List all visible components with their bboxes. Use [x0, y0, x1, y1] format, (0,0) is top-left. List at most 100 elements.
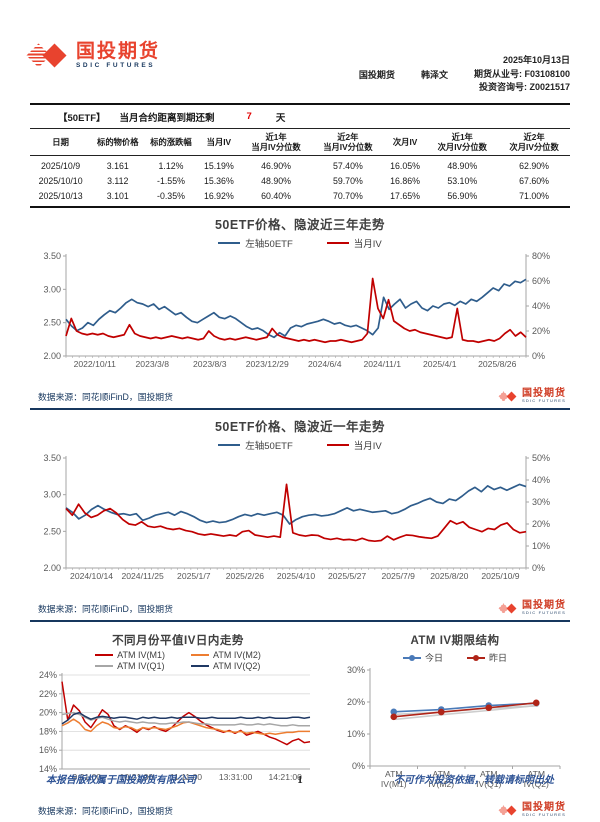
table-cell: -1.55%: [157, 175, 185, 186]
mini-brand-sub: SDIC FUTURES: [522, 398, 566, 404]
svg-text:16%: 16%: [39, 745, 57, 755]
svg-text:14:21:00: 14:21:00: [268, 772, 302, 782]
source-row-1: 数据来源：同花顺iFinD，国投期货 国投期货 SDIC FUTURES: [30, 387, 570, 408]
legend-label-iv-2: 当月IV: [353, 441, 382, 453]
table-cell: 62.90%: [519, 160, 549, 171]
table-header-cell: 标的物价格: [97, 136, 139, 147]
svg-text:0%: 0%: [532, 351, 545, 361]
license-number-2: 投资咨询号: Z0021517: [478, 82, 570, 92]
svg-text:2022/10/11: 2022/10/11: [74, 359, 117, 369]
three-year-chart-legend: 左轴50ETF 当月IV: [30, 236, 570, 250]
legend-label-etf: 左轴50ETF: [245, 239, 293, 251]
page-footer: 本报告版权属于国投期货有限公司 1 不可作为投资依据，转载请标明出处: [0, 771, 600, 786]
svg-text:2025/8/26: 2025/8/26: [478, 359, 516, 369]
svg-text:0%: 0%: [352, 761, 365, 771]
term-structure-chart-svg: 0% 10% 20% 30% ATM IV(M1) ATM IV(M2) ATM IV(Q1) AT…: [347, 665, 561, 789]
svg-text:24%: 24%: [39, 671, 57, 680]
svg-text:9:31:00: 9:31:00: [72, 772, 101, 782]
term-structure-legend: 今日 昨日: [340, 651, 570, 664]
svg-text:20%: 20%: [347, 697, 365, 707]
mini-diamond-solid-icon: [506, 603, 517, 614]
table-cell: 2025/10/10: [38, 175, 83, 186]
mini-brand-sub: SDIC FUTURES: [522, 610, 566, 616]
table-cell: 67.60%: [519, 175, 549, 186]
disclaimer-note: 不可作为投资依据，转载请标明出处: [394, 775, 554, 786]
legend-swatch-etf: [218, 242, 241, 245]
term-structure-chart-block: ATM IV期限结构 今日 昨日 0% 10% 20% 30% ATM IV(M1) ATM…: [340, 632, 570, 801]
table-header-cell: 近2年 次月IV分位数: [509, 131, 559, 152]
mini-brand-name: 国投期货: [522, 802, 566, 814]
svg-text:2024/6/4: 2024/6/4: [308, 359, 342, 369]
svg-text:20%: 20%: [39, 708, 57, 718]
symbol-label: 【50ETF】: [58, 112, 106, 124]
legend-swatch-q2: [191, 665, 209, 668]
svg-text:10:21:00: 10:21:00: [120, 772, 154, 782]
days-unit: 天: [275, 112, 286, 124]
mini-logo-3: 国投期货 SDIC FUTURES: [498, 802, 566, 817]
mini-diamond-solid-icon: [506, 805, 517, 816]
table-cell: 71.00%: [519, 190, 549, 201]
svg-text:2024/10/14: 2024/10/14: [70, 571, 113, 581]
table-cell: 70.70%: [332, 190, 363, 201]
svg-text:2025/4/1: 2025/4/1: [423, 359, 457, 369]
source-row-2: 数据来源：同花顺iFinD，国投期货 国投期货 SDIC FUTURES: [30, 599, 570, 620]
iv-table-header: 日期 标的物价格 标的涨跌幅 当月IV 近1年 当月IV分位数 近2年 当月IV分位数 次月…: [30, 129, 570, 157]
table-cell: 48.90%: [261, 175, 291, 186]
svg-text:2025/10/9: 2025/10/9: [481, 571, 519, 581]
one-year-chart-legend: 左轴50ETF 当月IV: [30, 438, 570, 452]
table-cell: 3.161: [106, 160, 129, 171]
mini-brand-name: 国投期货: [522, 388, 566, 400]
svg-text:2.50: 2.50: [43, 527, 61, 537]
legend-label-iv: 当月IV: [353, 239, 382, 251]
svg-text:10%: 10%: [347, 729, 365, 739]
table-header-cell: 标的涨跌幅: [150, 136, 192, 147]
table-cell: 59.70%: [332, 175, 363, 186]
svg-text:3.50: 3.50: [43, 453, 61, 463]
one-year-chart-block: 50ETF价格、隐波近一年走势 左轴50ETF 当月IV 2.00 2.50 3.0…: [30, 410, 570, 623]
svg-text:2025/1/7: 2025/1/7: [177, 571, 211, 581]
svg-text:20%: 20%: [532, 519, 550, 529]
svg-text:2025/7/9: 2025/7/9: [381, 571, 415, 581]
contract-info-bar: 【50ETF】 当月合约距离到期还剩 7 天: [30, 105, 570, 129]
brand-diamond-solid-icon: [42, 43, 67, 68]
one-year-chart-title: 50ETF价格、隐波近一年走势: [214, 420, 385, 435]
legend-swatch-today: [402, 654, 421, 661]
brand-name: 国投期货: [76, 41, 161, 62]
table-header-cell: 日期: [52, 136, 69, 147]
table-cell: 15.19%: [203, 160, 234, 171]
legend-label-m1: ATM IV(M1): [117, 650, 165, 661]
svg-text:2025/2/26: 2025/2/26: [226, 571, 264, 581]
svg-text:2023/12/29: 2023/12/29: [246, 359, 289, 369]
table-header-cell: 次月IV: [392, 136, 418, 147]
svg-text:30%: 30%: [347, 665, 365, 675]
svg-text:2.00: 2.00: [43, 351, 61, 361]
data-source-note-2: 数据来源：同花顺iFinD，国投期货: [38, 603, 173, 614]
svg-text:2.00: 2.00: [43, 563, 61, 573]
svg-text:50%: 50%: [532, 453, 550, 463]
analyst-name: 韩泽文: [420, 69, 448, 80]
svg-text:14%: 14%: [39, 764, 57, 774]
table-cell: 2025/10/13: [38, 190, 83, 201]
three-year-chart-svg: 2.00 2.50 3.00 3.50 0% 20% 40% 60% 80% 2022/10/11…: [43, 251, 550, 369]
table-cell: 48.90%: [447, 160, 478, 171]
legend-swatch-iv-2: [326, 444, 349, 447]
table-cell: 15.36%: [203, 175, 234, 186]
table-cell: 46.90%: [261, 160, 291, 171]
svg-text:10%: 10%: [532, 541, 550, 551]
table-cell: 16.05%: [390, 160, 420, 171]
section-divider-2: [30, 620, 570, 623]
page-number: 1: [297, 774, 303, 786]
mini-logo-1: 国投期货 SDIC FUTURES: [498, 388, 566, 404]
legend-label-today: 今日: [424, 653, 443, 664]
legend-dot-yesterday: [473, 654, 479, 661]
report-header: 国投期货 SDIC FUTURES 国投期货 韩泽文 2025年10月13日 期…: [26, 41, 570, 105]
legend-swatch-q1: [95, 665, 114, 668]
svg-text:40%: 40%: [532, 301, 550, 311]
section-divider-1: [30, 408, 570, 411]
svg-text:2025/5/27: 2025/5/27: [328, 571, 366, 581]
report-date: 2025年10月13日: [502, 55, 570, 65]
copyright-note: 本报告版权属于国投期货有限公司: [46, 775, 196, 786]
mini-brand-name: 国投期货: [522, 600, 566, 612]
